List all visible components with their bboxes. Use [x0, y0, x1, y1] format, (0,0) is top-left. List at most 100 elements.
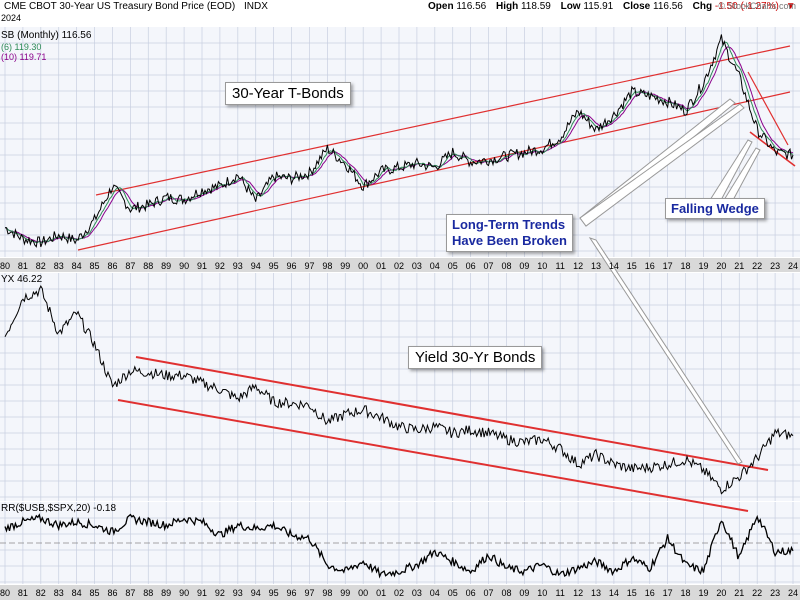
x-tick-label: 84 — [72, 261, 82, 271]
yield-upper-trendline — [135, 356, 769, 471]
x-tick-label: 22 — [752, 261, 762, 271]
broken-trends-annotation: Long-Term Trends Have Been Broken — [446, 214, 573, 252]
x-tick-label: 90 — [179, 588, 189, 598]
x-tick-label: 08 — [501, 588, 511, 598]
x-tick-label: 24 — [788, 261, 798, 271]
x-tick-label: 99 — [340, 588, 350, 598]
x-tick-label: 85 — [90, 588, 100, 598]
x-tick-label: 91 — [197, 261, 207, 271]
x-tick-label: 98 — [322, 588, 332, 598]
x-tick-label: 84 — [72, 588, 82, 598]
x-tick-label: 98 — [322, 261, 332, 271]
chart-header: CME CBOT 30-Year US Treasury Bond Price … — [0, 0, 800, 13]
x-tick-label: 80 — [0, 588, 10, 598]
x-tick-label: 95 — [269, 261, 279, 271]
x-tick-label: 87 — [125, 261, 135, 271]
x-tick-label: 01 — [376, 261, 386, 271]
callout-pointers — [579, 98, 761, 465]
x-tick-label: 83 — [54, 261, 64, 271]
x-tick-label: 23 — [770, 261, 780, 271]
yield-line — [4, 285, 794, 495]
pointer-broken-to-yield — [588, 237, 743, 465]
price-axis-band — [0, 258, 800, 272]
x-tick-label: 05 — [448, 588, 458, 598]
x-tick-label: 17 — [663, 588, 673, 598]
x-tick-label: 82 — [36, 261, 46, 271]
x-tick-label: 06 — [466, 588, 476, 598]
wedge-lower-line — [749, 131, 796, 167]
x-tick-label: 88 — [143, 261, 153, 271]
x-tick-label: 86 — [107, 261, 117, 271]
open-label: Open — [428, 1, 454, 12]
x-tick-label: 07 — [484, 588, 494, 598]
yield-lower-trendline — [117, 399, 749, 512]
x-tick-label: 11 — [556, 261, 565, 271]
x-tick-label: 03 — [412, 261, 422, 271]
x-tick-label: 12 — [573, 588, 583, 598]
x-tick-label: 81 — [18, 588, 28, 598]
x-tick-label: 93 — [233, 588, 243, 598]
x-tick-label: 02 — [394, 588, 404, 598]
high-label: High — [495, 1, 519, 12]
tbond-lower-trendline — [77, 91, 791, 251]
x-axis-labels-bottom: 80 81 82 83 84 85 86 87 88 89 90 91 92 93 94 95 96 97 98 99… — [0, 588, 798, 598]
correlation-line — [4, 513, 794, 579]
ma-short-legend: (6) 119.30 — [1, 42, 42, 52]
chg-label: Chg — [692, 1, 713, 12]
x-tick-label: 95 — [269, 588, 279, 598]
x-tick-label: 99 — [340, 261, 350, 271]
x-tick-label: 90 — [179, 261, 189, 271]
x-tick-label: 19 — [698, 261, 708, 271]
x-tick-label: 18 — [681, 261, 691, 271]
x-tick-label: 91 — [197, 588, 207, 598]
bottom-axis-band — [0, 585, 800, 600]
x-tick-label: 06 — [466, 261, 476, 271]
open-value: 116.56 — [456, 1, 487, 12]
x-tick-label: 11 — [556, 588, 565, 598]
yield-annotation: Yield 30-Yr Bonds — [408, 346, 543, 369]
x-tick-label: 97 — [304, 261, 314, 271]
series-layer — [4, 34, 794, 579]
tbond-upper-trendline — [95, 45, 791, 196]
wedge-annotation: Falling Wedge — [665, 198, 765, 219]
x-tick-label: 05 — [448, 261, 458, 271]
x-tick-label: 97 — [304, 588, 314, 598]
x-axis-labels-price: 80 81 82 83 84 85 86 87 88 89 90 91 92 93 94 95 96 97 98 99… — [0, 261, 798, 271]
x-tick-label: 15 — [627, 261, 637, 271]
x-tick-label: 14 — [609, 261, 619, 271]
ma-long-legend: (10) 119.71 — [1, 52, 47, 62]
x-tick-label: 92 — [215, 588, 225, 598]
close-value: 116.56 — [653, 1, 683, 12]
corr-legend: RR($USB,$SPX,20) -0.18 — [1, 503, 117, 514]
watermark: © StockCharts.com — [718, 1, 796, 11]
x-tick-label: 00 — [358, 588, 368, 598]
x-tick-label: 23 — [770, 588, 780, 598]
x-tick-label: 19 — [698, 588, 708, 598]
close-label: Close — [623, 1, 651, 12]
x-tick-label: 89 — [161, 261, 171, 271]
x-tick-label: 21 — [734, 588, 744, 598]
x-tick-label: 13 — [591, 588, 601, 598]
x-tick-label: 83 — [54, 588, 64, 598]
x-tick-label: 82 — [36, 588, 46, 598]
x-tick-label: 03 — [412, 588, 422, 598]
x-tick-label: 24 — [788, 588, 798, 598]
x-tick-label: 08 — [501, 261, 511, 271]
x-tick-label: 87 — [125, 588, 135, 598]
low-value: 115.91 — [583, 1, 614, 12]
x-tick-label: 02 — [394, 261, 404, 271]
x-tick-label: 07 — [484, 261, 494, 271]
x-tick-label: 94 — [251, 588, 261, 598]
x-tick-label: 96 — [287, 588, 297, 598]
x-tick-label: 22 — [752, 588, 762, 598]
x-tick-label: 86 — [107, 588, 117, 598]
exchange-tag: INDX — [243, 1, 268, 12]
broken-line-1: Long-Term Trends — [452, 217, 566, 232]
x-tick-label: 80 — [0, 261, 10, 271]
x-tick-label: 10 — [537, 588, 547, 598]
x-tick-label: 15 — [627, 588, 637, 598]
chg-arrow-icon: ▼ — [785, 1, 796, 12]
broken-line-2: Have Been Broken — [452, 233, 567, 248]
x-tick-label: 88 — [143, 588, 153, 598]
